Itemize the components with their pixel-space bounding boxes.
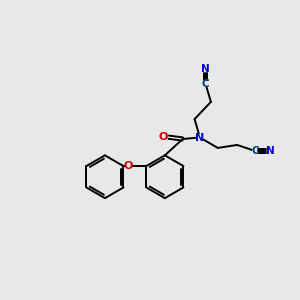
Text: C: C (202, 79, 209, 89)
Text: O: O (158, 132, 168, 142)
Text: C: C (251, 146, 259, 156)
Text: N: N (201, 64, 210, 74)
Text: N: N (195, 133, 205, 142)
Text: O: O (123, 161, 133, 171)
Text: N: N (266, 146, 275, 156)
